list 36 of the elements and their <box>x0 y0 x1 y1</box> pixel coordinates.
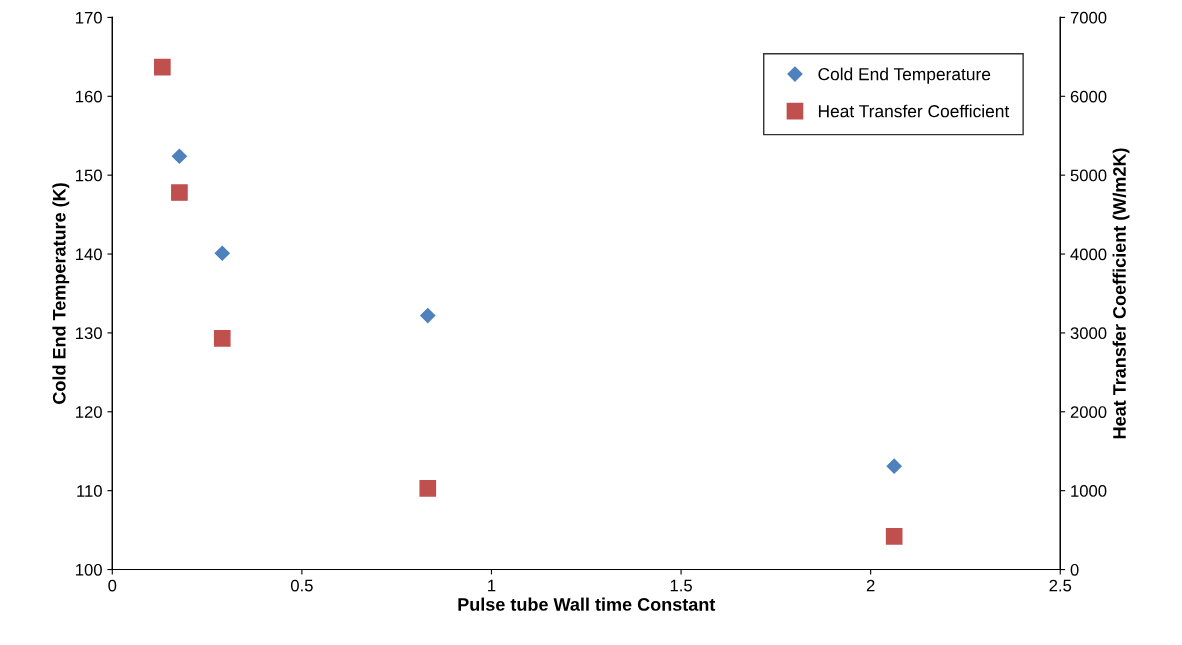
y-tick-label: 170 <box>76 11 102 24</box>
y-tick-label: 130 <box>76 327 102 340</box>
x-tick-label: 2.5 <box>1049 579 1072 592</box>
point <box>419 479 437 497</box>
y-tick-label: 100 <box>76 563 102 576</box>
y2-tick-label: 5000 <box>1070 169 1107 182</box>
x-tick-label: 1.5 <box>670 579 692 592</box>
y-tick-label: 110 <box>77 485 102 497</box>
y2-tick-label: 0 <box>1070 563 1079 576</box>
x-tick-label: 0.5 <box>290 579 313 592</box>
point <box>885 528 903 545</box>
point <box>154 58 171 76</box>
point <box>171 184 188 201</box>
x-tick-label: 0 <box>108 579 117 592</box>
y2-tick-label: 4000 <box>1070 248 1107 261</box>
legend-label: Heat Transfer Coefficient <box>818 104 1010 118</box>
point <box>213 330 231 347</box>
point <box>886 458 902 474</box>
y2-tick-label: 1000 <box>1071 485 1107 497</box>
y2-tick-label: 7000 <box>1070 11 1107 24</box>
y2-tick-label: 3000 <box>1070 327 1107 340</box>
x-axis-title: Pulse tube Wall time Constant <box>458 597 716 611</box>
y2-axis-title: Heat Transfer Coefficient (W/m2K) <box>1112 148 1130 439</box>
y2-tick-label: 2000 <box>1070 406 1107 418</box>
x-tick-label: 1 <box>488 579 496 592</box>
point <box>171 148 187 164</box>
y-axis-title: Cold End Temperature (K) <box>52 183 70 404</box>
y-tick-label: 120 <box>76 406 102 418</box>
y-tick-label: 140 <box>76 248 102 261</box>
point <box>214 245 230 261</box>
legend-label: Cold End Temperature <box>818 67 991 84</box>
y-tick-label: 150 <box>76 169 102 182</box>
point <box>420 307 436 324</box>
y-tick-label: 160 <box>76 90 102 103</box>
y2-tick-label: 6000 <box>1070 90 1107 103</box>
x-tick-label: 2 <box>866 579 875 592</box>
